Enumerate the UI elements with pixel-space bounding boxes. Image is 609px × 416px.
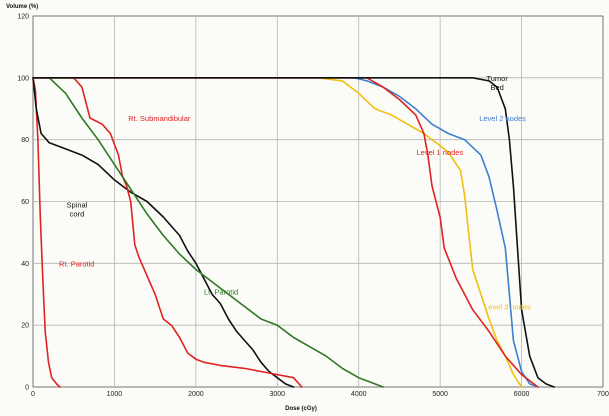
- y-tick-label: 120: [17, 14, 29, 21]
- series-label-rt-parotid: Rt. Parotid: [59, 259, 94, 268]
- x-tick-label: 4000: [351, 391, 367, 398]
- series-line-tumor-bed: [32, 77, 555, 388]
- series-line-level-1-nodes: [32, 77, 539, 388]
- series-line-level-3-nodes: [32, 77, 523, 388]
- series-line-rt-parotid: [32, 77, 61, 388]
- x-tick-label: 700: [597, 391, 609, 398]
- y-tick-label: 80: [21, 137, 29, 144]
- series-line-rt-submandibular: [32, 77, 303, 388]
- series-layer: [32, 77, 555, 388]
- series-label-lt-parotid: Lt. Parotid: [204, 287, 238, 296]
- label-layer: Rt. Parotid Spinal cord Rt. Submandibular Lt…: [59, 74, 531, 312]
- x-tick-label: 0: [31, 391, 35, 398]
- x-tick-label: 5000: [432, 391, 448, 398]
- x-tick-label: 2000: [188, 391, 204, 398]
- y-tick-label: 100: [17, 75, 29, 82]
- axis-layer: 0 1000 2000 3000 4000 5000 6000 700020406080100…: [17, 14, 609, 399]
- x-tick-label: 3000: [269, 391, 285, 398]
- y-tick-label: 0: [25, 385, 29, 392]
- x-tick-label: 6000: [514, 391, 530, 398]
- series-line-lt-parotid: [32, 77, 384, 388]
- y-tick-label: 60: [21, 199, 29, 206]
- x-tick-label: 1000: [107, 391, 123, 398]
- grid-layer: [32, 15, 604, 388]
- series-label-level-2-nodes: Level 2 nodes: [479, 114, 526, 123]
- series-label-tumor-bed: Tumor Bed: [486, 74, 508, 92]
- series-label-level-1-nodes: Level 1 nodes: [417, 148, 464, 157]
- series-label-spinal-cord: Spinal cord: [67, 201, 88, 219]
- x-axis-title: Dose (cGy): [285, 406, 317, 412]
- y-tick-label: 20: [21, 323, 29, 330]
- y-axis-title: Volume (%): [6, 4, 38, 10]
- series-label-level-3-nodes: Level 3 nodes: [484, 303, 531, 312]
- y-tick-label: 40: [21, 261, 29, 268]
- series-label-rt-submandibular: Rt. Submandibular: [128, 114, 191, 123]
- series-line-spinal-cord: [32, 77, 295, 388]
